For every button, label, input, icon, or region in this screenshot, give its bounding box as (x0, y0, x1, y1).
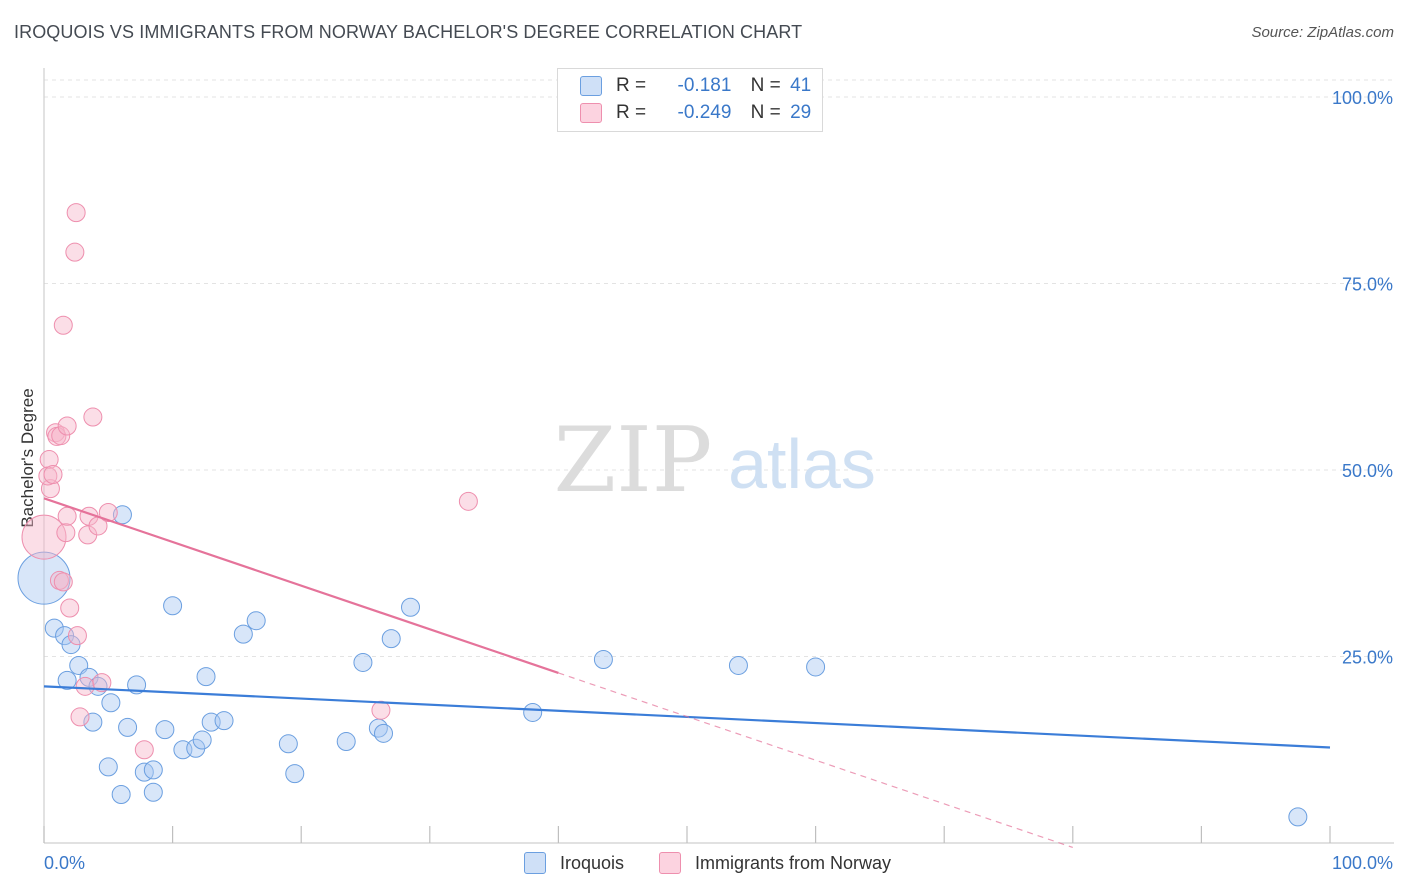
x-tick-label-left: 0.0% (44, 853, 85, 873)
legend-swatch-iroquois (580, 76, 602, 96)
norway-point (75, 676, 95, 696)
bottom-legend-label-iroquois: Iroquois (560, 852, 625, 873)
iroquois-point (196, 667, 216, 687)
y-tick-label: 25.0% (1342, 648, 1393, 668)
iroquois-point (101, 693, 121, 713)
iroquois-point (353, 652, 373, 672)
iroquois-point (111, 785, 131, 805)
iroquois-point (374, 723, 394, 743)
bottom-legend-norway: Immigrants from Norway (659, 852, 892, 875)
legend-row-iroquois: R = -0.181 N = 41 (580, 75, 811, 99)
norway-point (65, 242, 85, 262)
iroquois-point (118, 717, 138, 737)
correlation-legend: R = -0.181 N = 41 R = -0.249 N = 29 (557, 68, 823, 132)
legend-n-value: 41 (790, 75, 812, 96)
norway-point (92, 673, 112, 693)
norway-point (57, 416, 77, 436)
y-tick-label: 75.0% (1342, 275, 1393, 295)
series-norway (21, 203, 478, 760)
norway-point (70, 707, 90, 727)
iroquois-point (98, 757, 118, 777)
iroquois-point (523, 702, 543, 722)
iroquois-point (246, 611, 266, 631)
norway-point (98, 503, 118, 523)
iroquois-point (44, 618, 64, 638)
iroquois-point (17, 551, 71, 605)
legend-n-label: N = (750, 75, 781, 96)
iroquois-point (401, 597, 421, 617)
iroquois-point (285, 764, 305, 784)
trend-lines (43, 497, 1331, 849)
norway-point (53, 572, 73, 592)
bottom-legend-label-norway: Immigrants from Norway (695, 852, 892, 873)
iroquois-point (214, 711, 234, 731)
axes (43, 68, 1394, 844)
legend-row-norway: R = -0.249 N = 29 (580, 102, 811, 126)
iroquois-point (112, 505, 132, 525)
norway-point (458, 491, 478, 511)
legend-r-value: -0.249 (677, 102, 732, 123)
bottom-legend-swatch-norway (659, 852, 681, 875)
iroquois-point (192, 730, 212, 750)
norway-point (53, 315, 73, 335)
norway-point (43, 464, 63, 484)
legend-swatch-norway (580, 103, 602, 123)
norway-point (51, 426, 71, 446)
norway-point (83, 407, 103, 427)
series-iroquois (17, 505, 1308, 827)
norway-trend-line (43, 497, 559, 674)
iroquois-point (336, 732, 356, 752)
norway-point (66, 203, 86, 223)
iroquois-point (155, 720, 175, 740)
legend-r-label: R = (616, 102, 647, 123)
bottom-legend-swatch-iroquois (524, 852, 546, 875)
bottom-legend-iroquois: Iroquois (524, 852, 625, 875)
iroquois-point (728, 655, 748, 675)
iroquois-point (278, 734, 298, 754)
norway-point (371, 700, 391, 720)
legend-r-value: -0.181 (677, 75, 732, 96)
gridlines (44, 79, 1394, 657)
norway-point (56, 523, 76, 543)
iroquois-point (593, 649, 613, 669)
norway-point (134, 740, 154, 760)
iroquois-point (143, 782, 163, 802)
legend-n-value: 29 (790, 102, 812, 123)
norway-point (40, 479, 60, 499)
y-tick-label: 100.0% (1332, 88, 1393, 108)
tick-labels: 25.0% 50.0% 75.0% 100.0% 0.0% 100.0% (44, 88, 1393, 873)
iroquois-point (233, 624, 253, 644)
watermark: ZIP atlas (554, 408, 876, 513)
iroquois-point (806, 657, 826, 677)
x-tick-label-right: 100.0% (1332, 853, 1393, 873)
y-tick-label: 50.0% (1342, 461, 1393, 481)
legend-r-label: R = (616, 75, 647, 96)
norway-trend-extension (558, 672, 1073, 849)
watermark-zip: ZIP (554, 408, 713, 513)
iroquois-point (163, 596, 183, 616)
watermark-atlas: atlas (728, 425, 876, 503)
iroquois-point (381, 629, 401, 649)
iroquois-point (57, 670, 77, 690)
chart-title: IROQUOIS VS IMMIGRANTS FROM NORWAY BACHE… (14, 22, 803, 42)
source-credit: Source: ZipAtlas.com (1251, 24, 1394, 41)
iroquois-point (143, 760, 163, 780)
norway-point (67, 626, 87, 646)
norway-point (39, 450, 59, 470)
legend-n-label: N = (750, 102, 781, 123)
iroquois-point (1288, 807, 1308, 827)
norway-point (60, 598, 80, 618)
iroquois-point (127, 675, 147, 695)
norway-point (21, 514, 67, 560)
iroquois-point (83, 712, 103, 732)
norway-point (57, 506, 77, 526)
